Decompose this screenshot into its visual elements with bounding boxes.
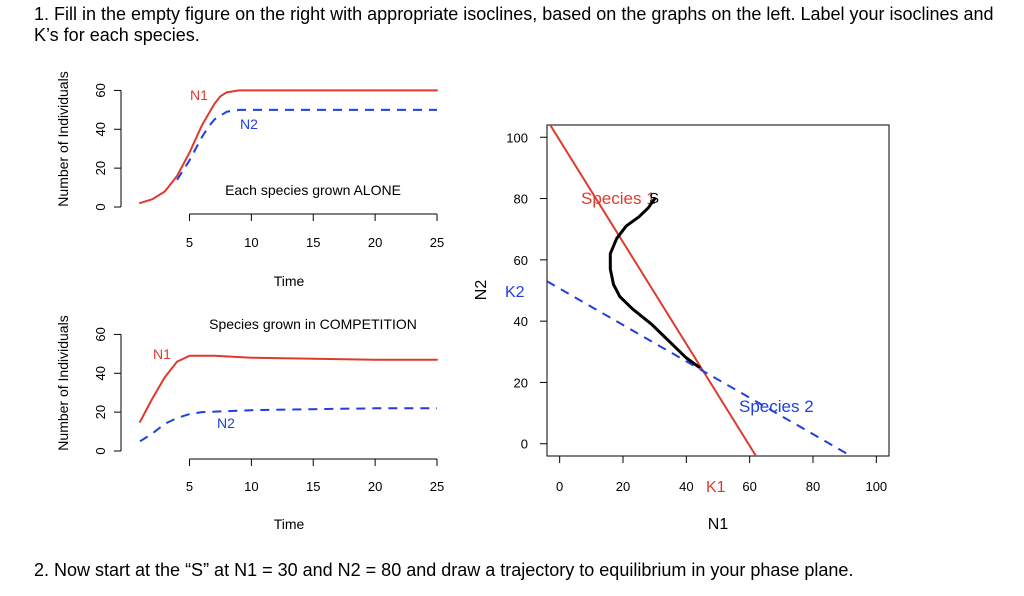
x-tick-label-alone: 20 [368,235,382,250]
y-tick-label-phase: 60 [514,253,528,268]
series-species-2-phase [547,280,852,456]
label-n1-competition: N1 [153,346,171,362]
x-tick-label-competition: 20 [368,479,382,494]
phase-plane-frame [546,124,890,457]
ylabel-alone: Number of Individuals [55,71,71,206]
x-tick-label-competition: 25 [430,479,444,494]
xlabel-competition: Time [274,516,305,532]
label-n2-competition: N2 [217,415,235,431]
y-tick-label-alone: 0 [93,203,108,210]
x-tick-label-competition: 5 [186,479,193,494]
series-trajectory-phase [608,197,701,369]
x-tick-label-competition: 10 [244,479,258,494]
ylabel-competition: Number of Individuals [55,315,71,450]
annotation-competition: Species grown in COMPETITION [209,316,417,332]
y-tick-label-competition: 40 [93,366,108,380]
x-tick-label-alone: 10 [244,235,258,250]
x-tick-label-alone: 5 [186,235,193,250]
k1-label: K1 [706,479,726,496]
series-n2-alone [176,108,437,181]
y-tick-label-alone: 40 [93,122,108,136]
question-2: 2. Now start at the “S” at N1 = 30 and N… [34,560,854,580]
y-tick-label-phase: 80 [514,192,528,207]
x-tick-label-phase: 60 [742,479,756,494]
y-tick-label-competition: 20 [93,405,108,419]
k2-label: K2 [505,284,525,301]
x-tick-label-phase: 20 [616,479,630,494]
y-tick-label-phase: 100 [506,130,528,145]
y-tick-label-alone: 60 [93,83,108,97]
series-n2-competition [139,407,437,443]
series-n1-alone [139,89,438,205]
y-tick-label-alone: 20 [93,161,108,175]
y-tick-label-phase: 0 [521,437,528,452]
label-n2-alone: N2 [240,116,258,132]
series-species-1-phase [549,125,757,456]
ylabel-phase: N2 [473,280,490,301]
y-tick-label-competition: 0 [93,447,108,454]
x-tick-label-phase: 100 [865,479,887,494]
x-tick-label-phase: 0 [556,479,563,494]
xlabel-alone: Time [274,273,305,289]
x-tick-label-alone: 15 [306,235,320,250]
question-1: 1. Fill in the empty figure on the right… [34,4,994,45]
x-tick-label-phase: 40 [679,479,693,494]
series-n1-competition [139,354,438,423]
xlabel-phase: N1 [708,516,729,533]
x-tick-label-phase: 80 [806,479,820,494]
chart-phase-plane: N1 N2 K1 K2 Species 1 Species 2 S 0 20 40 6… [473,124,890,533]
y-tick-label-phase: 20 [514,375,528,390]
annotation-alone: Each species grown ALONE [225,182,401,198]
chart-competition: Number of Individuals Time Species grown… [55,315,444,532]
x-tick-label-alone: 25 [430,235,444,250]
y-tick-label-competition: 60 [93,327,108,341]
chart-alone: Number of Individuals Time Each species … [55,71,444,289]
y-tick-label-phase: 40 [514,314,528,329]
label-n1-alone: N1 [190,87,208,103]
x-tick-label-competition: 15 [306,479,320,494]
